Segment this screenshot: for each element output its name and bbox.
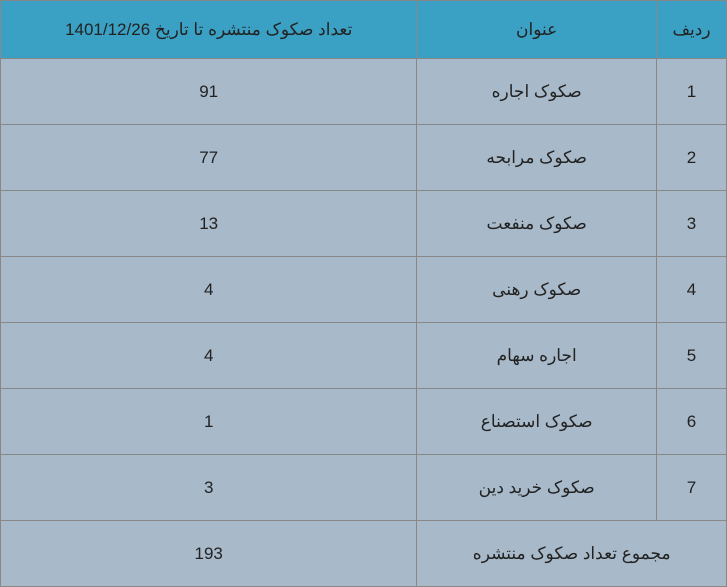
table-row: 7صکوک خرید دین3 (1, 455, 727, 521)
table-footer-row: مجموع تعداد صکوک منتشره193 (1, 521, 727, 587)
footer-total: 193 (1, 521, 417, 587)
header-index: ردیف (657, 1, 727, 59)
cell-index: 7 (657, 455, 727, 521)
cell-title: صکوک منفعت (417, 191, 657, 257)
cell-count: 3 (1, 455, 417, 521)
cell-title: صکوک رهنی (417, 257, 657, 323)
cell-index: 4 (657, 257, 727, 323)
cell-count: 77 (1, 125, 417, 191)
cell-index: 2 (657, 125, 727, 191)
cell-title: اجاره سهام (417, 323, 657, 389)
cell-index: 3 (657, 191, 727, 257)
footer-label: مجموع تعداد صکوک منتشره (417, 521, 727, 587)
cell-title: صکوک اجاره (417, 59, 657, 125)
cell-count: 4 (1, 323, 417, 389)
cell-count: 1 (1, 389, 417, 455)
header-title: عنوان (417, 1, 657, 59)
table-row: 4صکوک رهنی4 (1, 257, 727, 323)
table-row: 6صکوک استصناع1 (1, 389, 727, 455)
sukuk-table: ردیفعنوانتعداد صکوک منتشره تا تاریخ 1401… (0, 0, 727, 587)
cell-index: 6 (657, 389, 727, 455)
cell-title: صکوک مرابحه (417, 125, 657, 191)
cell-count: 91 (1, 59, 417, 125)
table-row: 2صکوک مرابحه77 (1, 125, 727, 191)
cell-index: 5 (657, 323, 727, 389)
table-row: 5اجاره سهام4 (1, 323, 727, 389)
cell-title: صکوک استصناع (417, 389, 657, 455)
cell-count: 13 (1, 191, 417, 257)
cell-index: 1 (657, 59, 727, 125)
table-row: 1صکوک اجاره91 (1, 59, 727, 125)
cell-count: 4 (1, 257, 417, 323)
cell-title: صکوک خرید دین (417, 455, 657, 521)
table-row: 3صکوک منفعت13 (1, 191, 727, 257)
header-count: تعداد صکوک منتشره تا تاریخ 1401/12/26 (1, 1, 417, 59)
table-header-row: ردیفعنوانتعداد صکوک منتشره تا تاریخ 1401… (1, 1, 727, 59)
